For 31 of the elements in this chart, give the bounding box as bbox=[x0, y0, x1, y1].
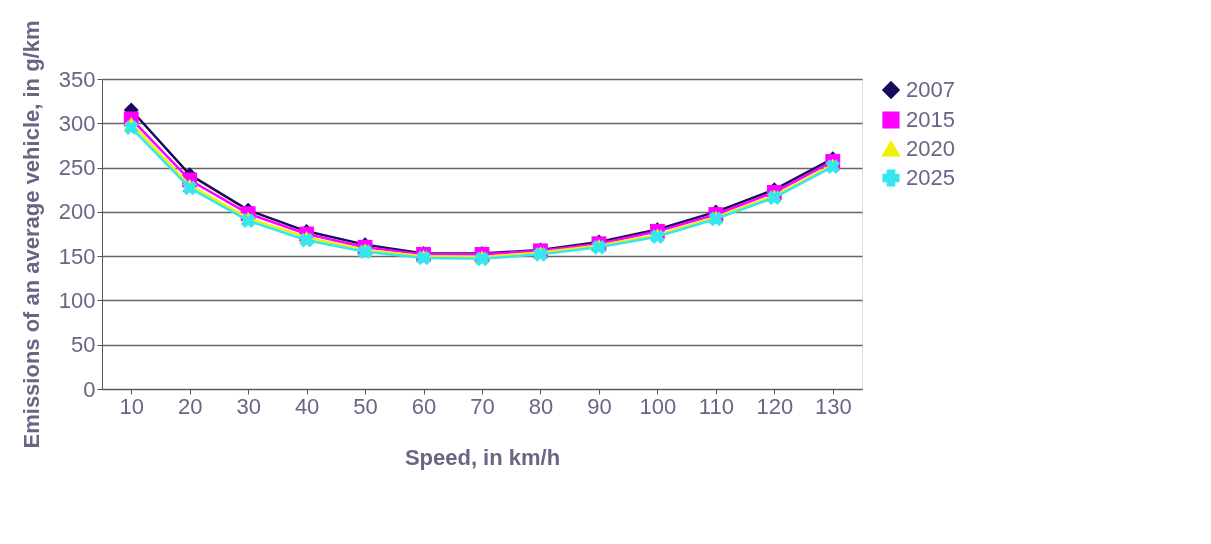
x-tick-label: 110 bbox=[698, 393, 734, 419]
y-tick-label: 150 bbox=[58, 243, 96, 269]
legend-label: 2007 bbox=[906, 77, 955, 102]
y-tick-label: 200 bbox=[58, 199, 96, 225]
point bbox=[182, 180, 198, 196]
x-tick-label: 60 bbox=[411, 393, 437, 419]
x-tick-label: 120 bbox=[756, 393, 794, 419]
y-tick-label: 100 bbox=[58, 287, 96, 313]
point bbox=[123, 120, 139, 136]
x-tick-label: 10 bbox=[119, 393, 144, 419]
legend-label: 2015 bbox=[906, 107, 955, 132]
x-tick-label: 100 bbox=[639, 393, 677, 419]
y-axis-title: Emissions of an average vehicle, in g/km bbox=[18, 20, 44, 449]
legend-label: 2020 bbox=[906, 136, 955, 161]
x-tick-label: 20 bbox=[177, 393, 203, 419]
point bbox=[240, 213, 256, 229]
y-tick-label: 350 bbox=[58, 66, 96, 92]
y-tick-label: 300 bbox=[58, 110, 96, 136]
x-tick-label: 130 bbox=[814, 393, 852, 419]
x-tick-label: 70 bbox=[470, 393, 495, 419]
x-tick-label: 80 bbox=[528, 393, 554, 419]
x-tick-label: 50 bbox=[353, 393, 378, 419]
x-tick-label: 40 bbox=[294, 393, 320, 419]
x-axis-title: Speed, in km/h bbox=[404, 444, 561, 470]
x-tick-label: 30 bbox=[236, 393, 261, 419]
y-tick-label: 50 bbox=[71, 332, 96, 358]
x-tick-label: 90 bbox=[587, 393, 612, 419]
y-tick-label: 0 bbox=[83, 376, 96, 402]
y-tick-label: 250 bbox=[58, 155, 96, 181]
point bbox=[299, 232, 314, 248]
legend-label: 2025 bbox=[906, 165, 955, 190]
